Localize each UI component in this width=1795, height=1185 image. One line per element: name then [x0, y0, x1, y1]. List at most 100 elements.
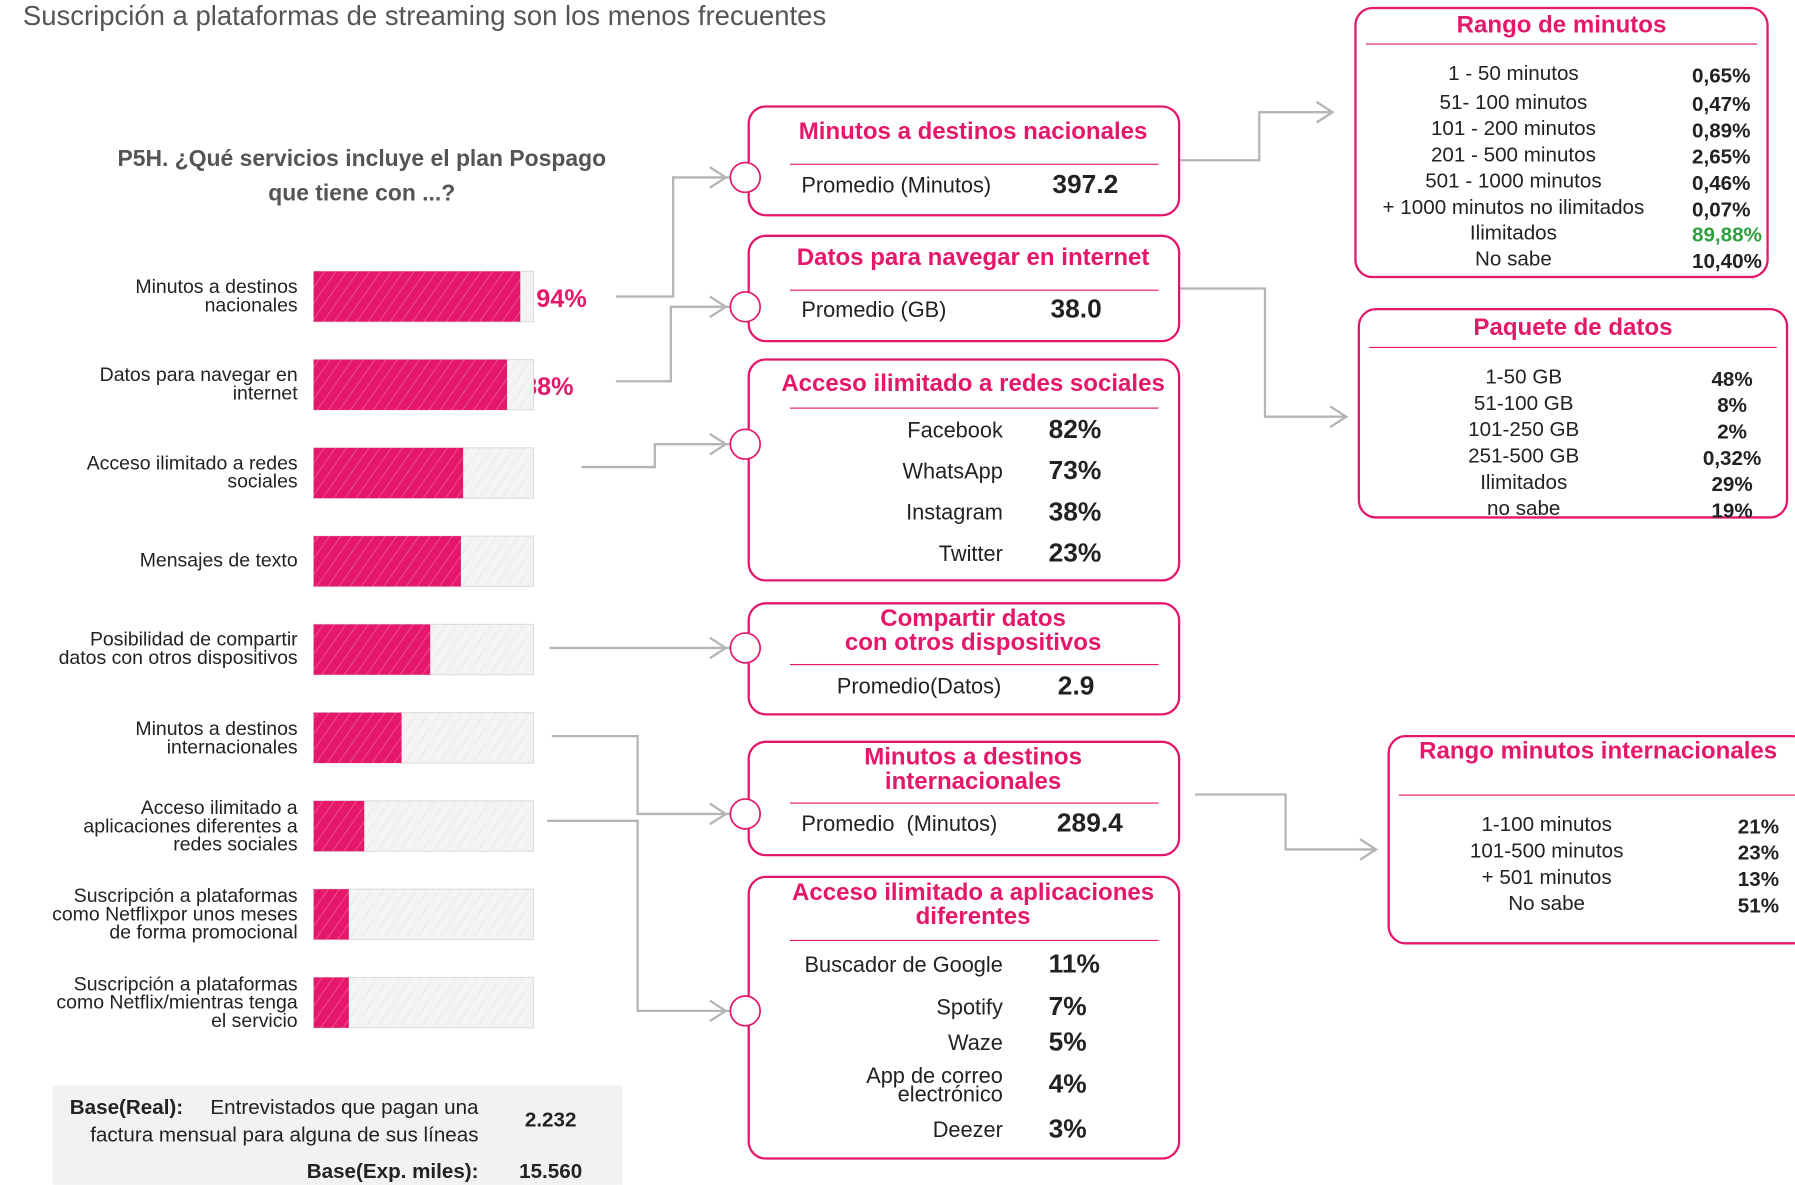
info-box	[747, 234, 1181, 343]
range-box	[1357, 307, 1789, 519]
range-label: 51-100 GB	[1473, 391, 1574, 415]
range-label: No sabe	[1475, 247, 1552, 271]
range-label: 1 - 50 minutos	[1448, 61, 1579, 85]
category-label: Acceso ilimitado a aplicaciones diferent…	[83, 796, 298, 855]
range-box	[1387, 734, 1795, 945]
base-panel	[52, 1085, 623, 1185]
range-value: 2,65%	[1692, 145, 1751, 169]
box-rule	[789, 289, 1159, 291]
range-label: No sabe	[1508, 891, 1586, 915]
range-label: 101-500 minutos	[1469, 839, 1624, 863]
row-value: 289.4	[1056, 807, 1123, 838]
range-value: 2%	[1717, 420, 1747, 444]
range-label: 1-100 minutos	[1481, 812, 1612, 836]
box-rule	[789, 939, 1159, 942]
bar	[313, 447, 464, 499]
range-box	[1354, 6, 1769, 279]
range-label: + 1000 minutos no ilimitados	[1382, 195, 1645, 219]
range-value: 89,88%	[1692, 223, 1762, 247]
range-label: 201 - 500 minutos	[1430, 143, 1596, 166]
base-label: Base(Exp. miles):	[306, 1159, 479, 1183]
info-box	[747, 875, 1181, 1160]
base-value: 15.560	[519, 1159, 583, 1183]
page-title: Suscripción a plataformas de streaming s…	[22, 1, 827, 33]
range-label: Ilimitados	[1469, 220, 1557, 244]
range-value: 13%	[1737, 867, 1780, 891]
row-label: Deezer	[932, 1118, 1003, 1143]
range-label: + 501 minutos	[1481, 865, 1612, 889]
bar	[313, 800, 365, 852]
category-label: Minutos a destinos internacionales	[135, 717, 298, 758]
range-title: Rango de minutos	[1456, 12, 1667, 39]
range-label: 501 - 1000 minutos	[1425, 169, 1602, 193]
bar-track	[313, 888, 535, 941]
row-label: Twitter	[938, 542, 1003, 567]
box-title: Datos para navegar en internet	[796, 244, 1150, 271]
connector-dot	[729, 428, 762, 460]
row-value: 2.9	[1057, 670, 1095, 701]
row-value: 5%	[1048, 1026, 1087, 1057]
range-value: 0,65%	[1692, 64, 1751, 88]
range-value: 23%	[1737, 841, 1780, 865]
range-value: 0,47%	[1692, 92, 1751, 116]
box-rule	[789, 163, 1159, 165]
category-label: Datos para navegar en internet	[99, 364, 298, 405]
connector-dot	[729, 632, 762, 664]
category-label: Minutos a destinos nacionales	[135, 275, 298, 316]
row-value: 4%	[1048, 1068, 1087, 1099]
row-value: 73%	[1048, 455, 1102, 485]
range-label: 251-500 GB	[1468, 444, 1580, 468]
box-title: Acceso ilimitado a redes sociales	[781, 370, 1165, 397]
bar	[313, 271, 521, 322]
info-box	[747, 358, 1181, 582]
range-rule	[1398, 794, 1795, 796]
connector-dot	[729, 161, 762, 194]
row-label: WhatsApp	[902, 460, 1003, 485]
bar	[313, 624, 431, 675]
row-label: Waze	[948, 1031, 1003, 1056]
range-value: 21%	[1737, 815, 1780, 838]
bar	[313, 536, 461, 587]
connector-dot	[729, 995, 762, 1027]
row-value: 38%	[1048, 496, 1102, 527]
connector-dot	[729, 798, 762, 830]
range-label: Ilimitados	[1480, 470, 1568, 494]
row-label: Spotify	[936, 995, 1003, 1021]
row-label: Promedio (Minutos)	[801, 812, 998, 837]
base-label: Base(Real):	[69, 1095, 184, 1119]
row-label: Buscador de Google	[804, 953, 1003, 978]
info-box	[747, 105, 1181, 217]
row-value: 7%	[1048, 990, 1087, 1021]
range-value: 0,07%	[1692, 198, 1751, 221]
info-box	[747, 740, 1181, 857]
row-label: Promedio(Datos)	[836, 675, 1002, 700]
range-value: 0,32%	[1702, 446, 1762, 470]
category-label: Posibilidad de compartir datos con otros…	[58, 628, 298, 670]
range-title: Rango minutos internacionales	[1419, 737, 1778, 765]
category-label: Suscripción a plataformas como Netflix/m…	[56, 972, 298, 1032]
box-title: Minutos a destinos internacionales	[864, 744, 1082, 795]
row-value: 397.2	[1052, 168, 1119, 199]
range-value: 19%	[1711, 499, 1753, 523]
range-label: 51- 100 minutos	[1439, 90, 1588, 114]
bar-track	[313, 976, 535, 1029]
row-value: 11%	[1048, 948, 1100, 979]
row-value: 3%	[1048, 1113, 1087, 1144]
category-label: Suscripción a plataformas como Netflixpo…	[52, 884, 298, 943]
bar	[313, 712, 402, 764]
range-value: 51%	[1737, 894, 1780, 917]
row-value: 23%	[1048, 537, 1102, 568]
info-box	[747, 602, 1181, 716]
row-value: 82%	[1048, 413, 1102, 444]
bar	[313, 359, 508, 410]
range-value: 29%	[1711, 472, 1753, 496]
row-label: Instagram	[906, 501, 1003, 526]
range-value: 0,46%	[1692, 171, 1751, 195]
box-rule	[789, 802, 1159, 804]
bar	[313, 977, 349, 1028]
range-title: Paquete de datos	[1473, 314, 1673, 341]
category-label: Acceso ilimitado a redes sociales	[86, 452, 298, 493]
range-value: 0,89%	[1692, 119, 1751, 142]
